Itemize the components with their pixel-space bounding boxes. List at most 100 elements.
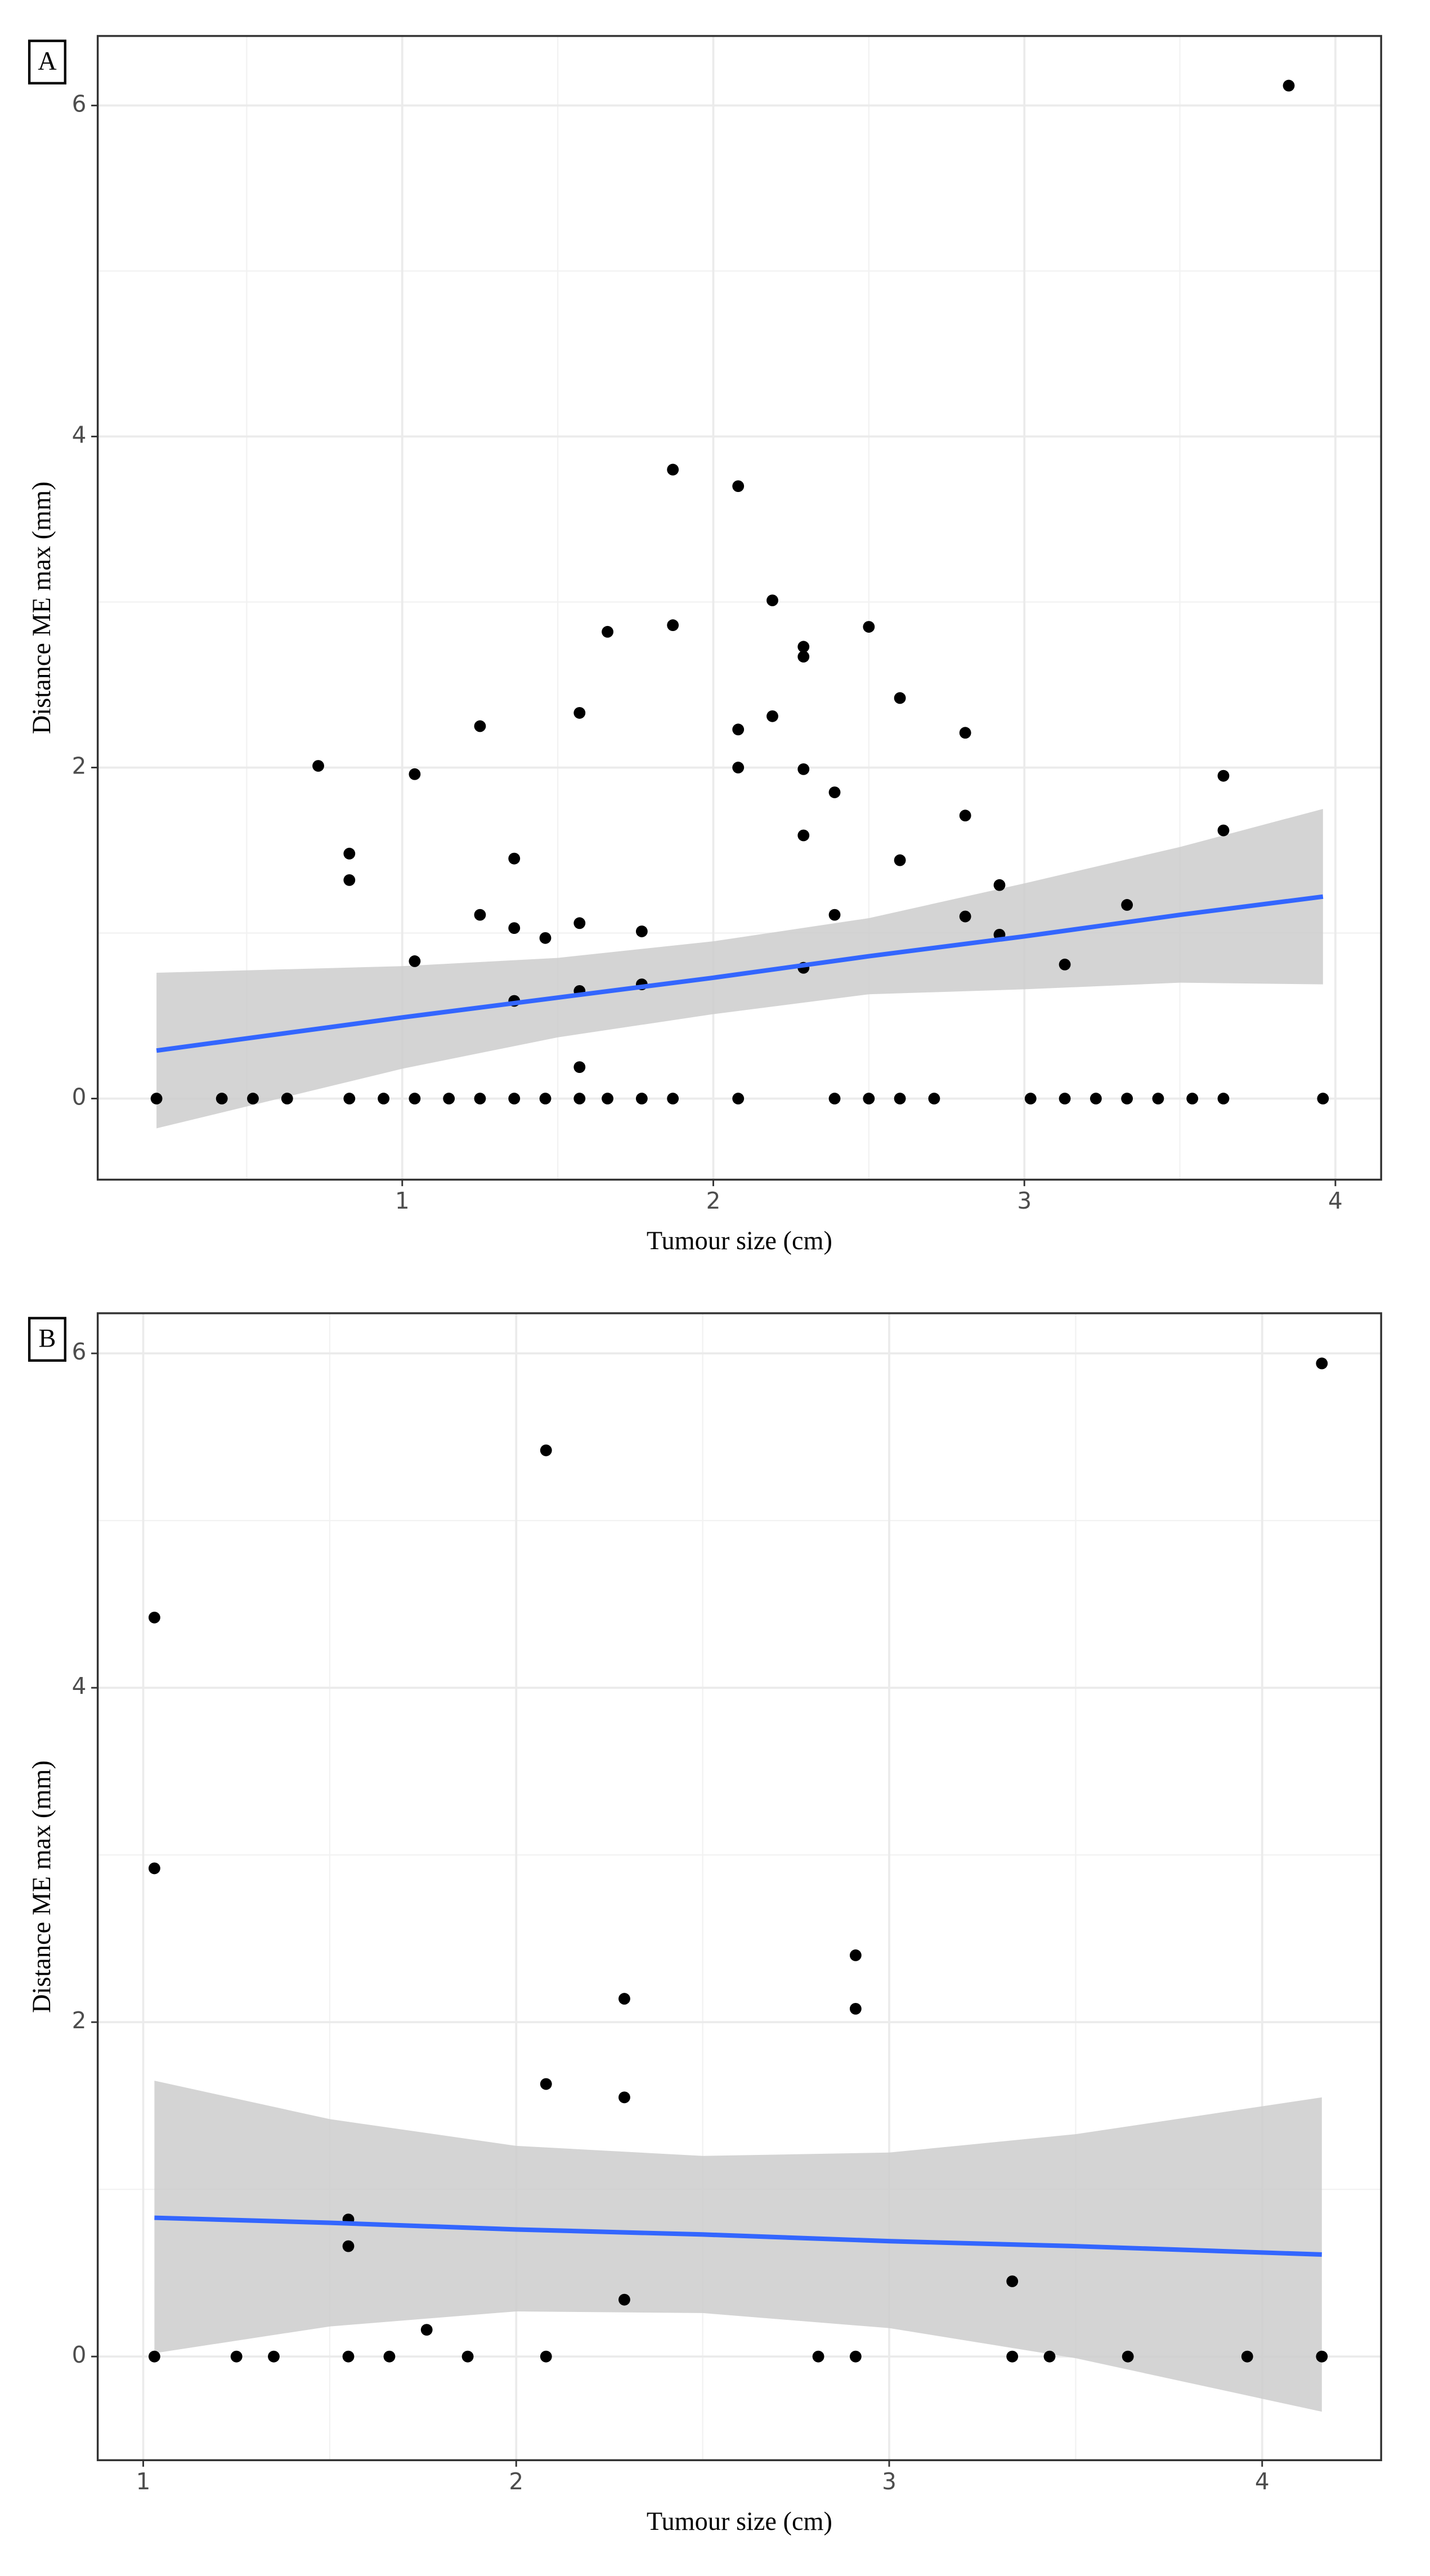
fit-line	[156, 894, 1324, 1053]
y-tick-label: 2	[72, 2007, 87, 2034]
y-tick-label: 4	[72, 1672, 87, 1700]
point	[849, 2350, 862, 2363]
panel-tag: A	[38, 47, 57, 76]
point	[828, 1093, 841, 1104]
point	[1006, 2275, 1019, 2287]
x-tick-label: 4	[1255, 2468, 1270, 2495]
point	[461, 2350, 474, 2363]
y-tick-label: 2	[72, 752, 87, 779]
point	[474, 720, 486, 732]
point	[828, 786, 841, 798]
y-axis-title: Distance ME max (mm)	[28, 1760, 56, 2013]
point	[1317, 1093, 1329, 1104]
x-tick-label: 3	[882, 2468, 896, 2495]
point	[573, 707, 586, 719]
y-tick-label: 0	[72, 1083, 87, 1110]
point	[539, 1093, 552, 1104]
point	[894, 854, 906, 866]
point	[812, 2350, 824, 2363]
y-tick-label: 0	[72, 2341, 87, 2368]
point	[540, 2350, 552, 2363]
point	[667, 463, 679, 476]
point	[1186, 1093, 1199, 1104]
point	[342, 2240, 355, 2252]
x-tick-label: 1	[136, 2468, 151, 2495]
point	[849, 1949, 862, 1961]
point	[602, 1093, 613, 1104]
point	[150, 1093, 163, 1104]
point	[573, 1093, 586, 1104]
point	[312, 760, 324, 772]
panel-tag-box	[28, 39, 66, 85]
point	[1121, 899, 1133, 911]
point	[508, 852, 521, 865]
point	[959, 910, 971, 923]
point	[474, 1093, 486, 1104]
point	[863, 621, 875, 633]
panel-tag: B	[38, 1325, 56, 1353]
point	[343, 847, 356, 860]
point	[474, 909, 486, 921]
point	[993, 879, 1006, 891]
point	[216, 1093, 228, 1104]
point	[602, 625, 613, 638]
point	[732, 723, 745, 736]
point	[1090, 1093, 1102, 1104]
confidence-band	[154, 2081, 1322, 2412]
point	[959, 727, 971, 739]
y-axis-title: Distance ME max (mm)	[28, 481, 56, 734]
point	[1122, 2350, 1134, 2363]
point	[618, 1993, 630, 2005]
point	[766, 594, 778, 606]
point	[849, 2002, 862, 2015]
point	[959, 810, 971, 822]
point	[1316, 1357, 1328, 1370]
point	[409, 1093, 421, 1104]
point	[247, 1093, 259, 1104]
panel-tag-box	[28, 1317, 66, 1362]
point	[230, 2350, 243, 2363]
point	[797, 641, 810, 653]
point	[1217, 824, 1230, 837]
point	[797, 763, 810, 775]
point	[894, 692, 906, 704]
y-tick-label: 4	[72, 421, 87, 448]
point	[1043, 2350, 1056, 2363]
x-tick-label: 3	[1017, 1187, 1032, 1214]
point	[828, 909, 841, 921]
panel-border	[96, 35, 1382, 1181]
point	[508, 922, 521, 934]
x-tick-label: 2	[706, 1187, 721, 1214]
point	[1283, 79, 1295, 92]
point	[797, 651, 810, 663]
point	[148, 2350, 160, 2363]
confidence-band	[156, 808, 1323, 1129]
point	[667, 619, 679, 632]
point	[1121, 1093, 1133, 1104]
y-tick-label: 6	[72, 90, 87, 117]
point	[732, 1093, 745, 1104]
point	[1217, 770, 1230, 782]
point	[378, 1093, 390, 1104]
panel-border	[96, 1312, 1382, 2462]
point	[409, 768, 421, 780]
point	[667, 1093, 679, 1104]
fit-line	[154, 2215, 1322, 2257]
point	[383, 2350, 396, 2363]
point	[635, 1093, 648, 1104]
point	[863, 1093, 875, 1104]
point	[342, 2350, 355, 2363]
x-tick-label: 2	[509, 2468, 523, 2495]
point	[797, 829, 810, 842]
point	[540, 1444, 552, 1456]
point	[1316, 2350, 1328, 2363]
point	[1152, 1093, 1164, 1104]
point	[508, 1093, 521, 1104]
point	[1241, 2350, 1253, 2363]
point	[409, 955, 421, 967]
point	[1006, 2350, 1019, 2363]
point	[148, 1611, 160, 1624]
point	[894, 1093, 906, 1104]
point	[573, 917, 586, 929]
